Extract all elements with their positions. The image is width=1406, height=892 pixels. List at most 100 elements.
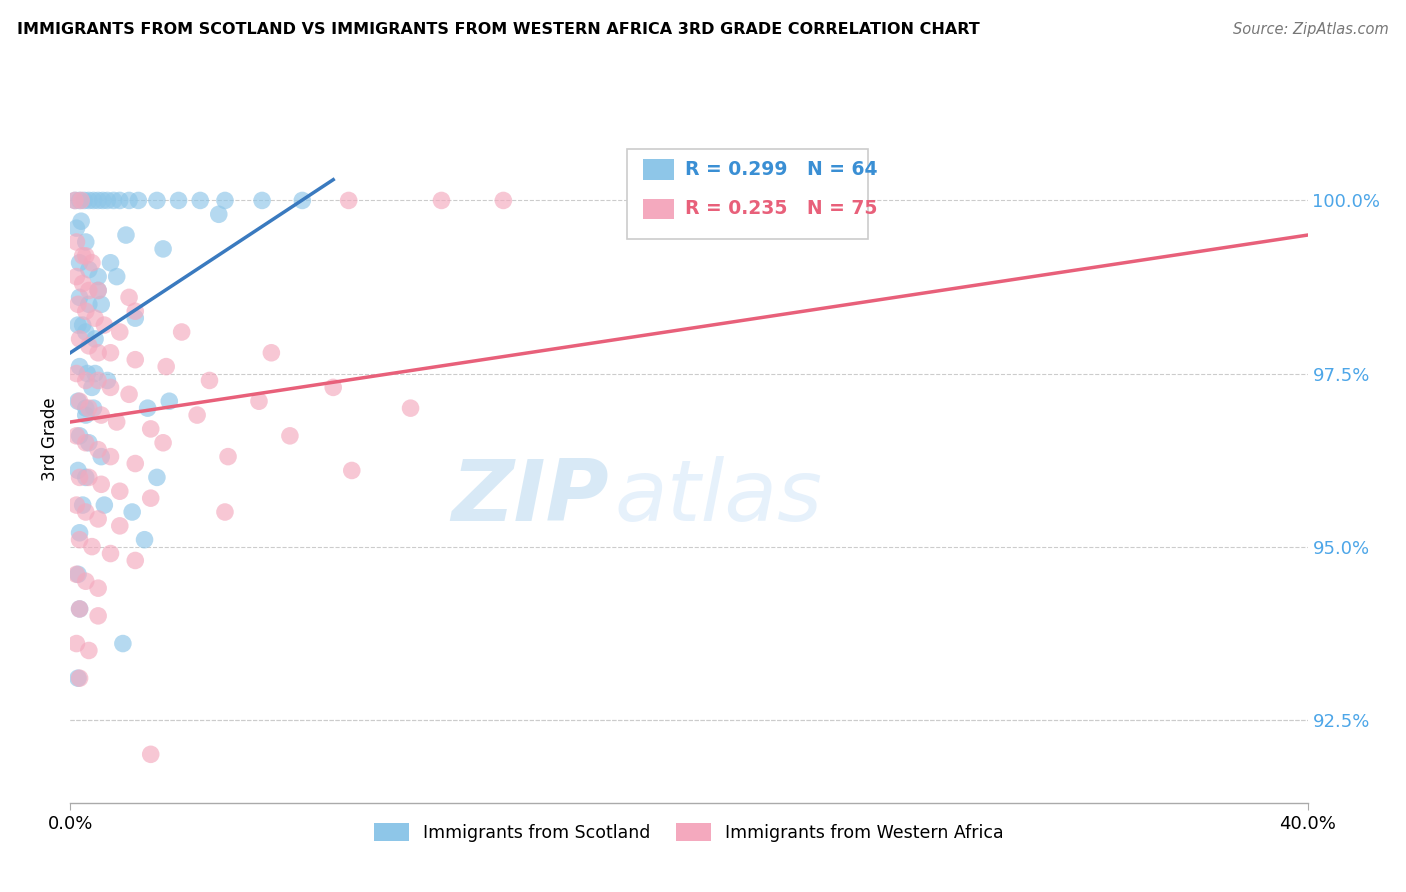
Point (77, 435, 100, 450)
Point (118, 387, 141, 401)
Point (87, 269, 110, 284)
Point (80, 380, 103, 394)
Point (105, 415, 128, 429)
Point (118, 290, 141, 304)
Point (139, 491, 162, 505)
Point (91, 194, 114, 208)
Point (124, 311, 146, 326)
Point (124, 304, 146, 318)
Point (247, 394, 270, 409)
Point (124, 553, 146, 567)
Point (93, 318, 115, 332)
Point (157, 394, 180, 409)
Point (70, 194, 93, 208)
Point (170, 325, 193, 339)
Point (69, 290, 91, 304)
Point (69, 470, 91, 484)
Point (75, 470, 97, 484)
Point (124, 457, 146, 471)
FancyBboxPatch shape (643, 160, 673, 180)
Point (69, 332, 91, 346)
Point (87, 442, 110, 457)
Point (167, 194, 190, 208)
Point (75, 435, 97, 450)
Point (108, 194, 131, 208)
Point (63, 194, 86, 208)
Point (76, 367, 98, 381)
Point (124, 352, 146, 367)
Point (84, 332, 107, 346)
Point (80, 540, 103, 554)
Point (87, 512, 110, 526)
Point (75, 401, 97, 416)
Point (87, 374, 110, 388)
Point (87, 194, 110, 208)
Point (65, 429, 87, 443)
Point (96, 194, 118, 208)
Point (75, 574, 97, 589)
Point (67, 567, 90, 582)
Point (90, 408, 112, 422)
Point (72, 249, 94, 263)
Point (115, 228, 138, 243)
Point (65, 367, 87, 381)
Point (77, 262, 100, 277)
Point (65, 269, 87, 284)
Point (337, 194, 360, 208)
Point (67, 671, 90, 685)
Point (80, 256, 103, 270)
Point (108, 484, 131, 499)
Point (87, 581, 110, 595)
Point (96, 374, 118, 388)
Point (69, 194, 91, 208)
Point (65, 235, 87, 249)
Point (87, 284, 110, 298)
Point (118, 194, 141, 208)
Point (72, 498, 94, 512)
Point (278, 429, 301, 443)
Point (77, 339, 100, 353)
Point (492, 194, 515, 208)
Point (75, 325, 97, 339)
Point (208, 207, 231, 221)
Point (136, 401, 159, 416)
Point (90, 450, 112, 464)
Point (134, 533, 156, 547)
FancyBboxPatch shape (627, 148, 869, 239)
Point (75, 235, 97, 249)
Point (291, 194, 314, 208)
Point (146, 194, 169, 208)
Point (69, 429, 91, 443)
Point (93, 498, 115, 512)
Point (217, 450, 239, 464)
Point (69, 256, 91, 270)
Y-axis label: 3rd Grade: 3rd Grade (41, 398, 59, 481)
Point (84, 367, 107, 381)
Point (69, 602, 91, 616)
Point (188, 194, 211, 208)
Point (77, 401, 100, 416)
Point (260, 345, 283, 359)
Point (100, 380, 122, 394)
Point (77, 643, 100, 657)
Point (67, 463, 90, 477)
Point (250, 194, 273, 208)
Point (430, 194, 453, 208)
Point (322, 380, 344, 394)
Point (63, 194, 86, 208)
Point (67, 394, 90, 409)
Point (75, 374, 97, 388)
Point (111, 636, 134, 650)
Point (73, 194, 96, 208)
Point (75, 304, 97, 318)
FancyBboxPatch shape (643, 199, 673, 219)
Point (100, 450, 122, 464)
Point (340, 463, 363, 477)
Point (69, 533, 91, 547)
Point (84, 311, 107, 326)
Point (121, 505, 143, 519)
Point (67, 297, 90, 311)
Point (100, 547, 122, 561)
Point (146, 470, 169, 484)
Point (399, 401, 422, 416)
